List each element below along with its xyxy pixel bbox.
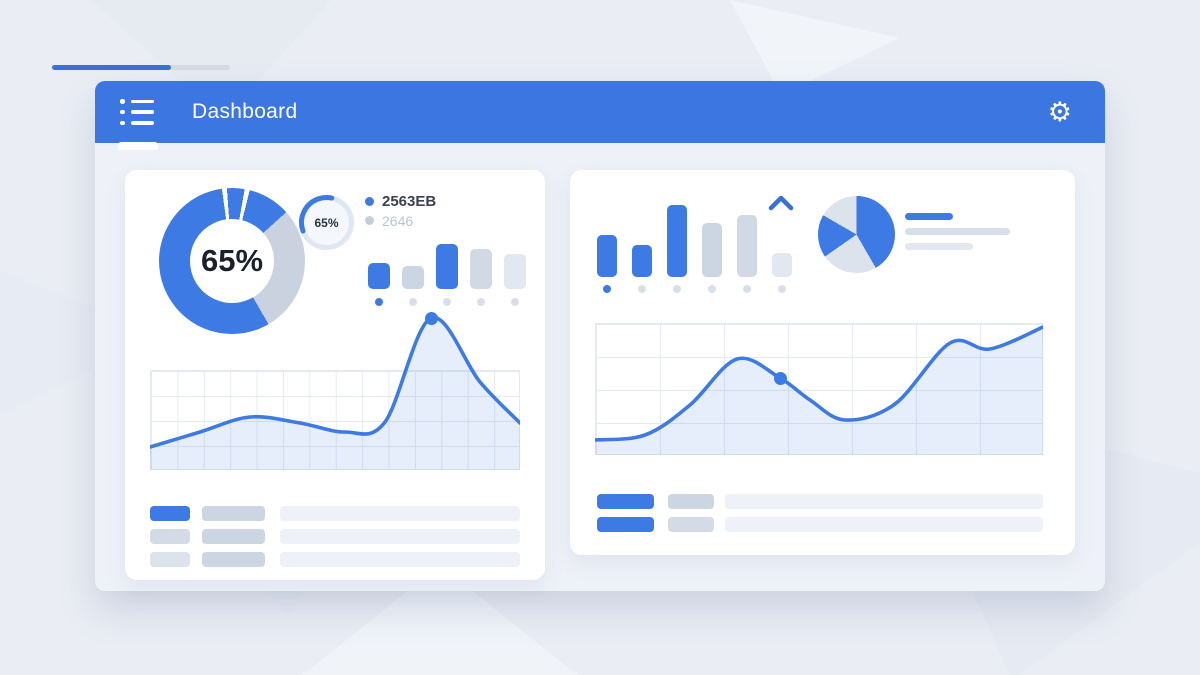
bar xyxy=(737,215,757,277)
skeleton-line xyxy=(905,213,953,220)
gear-icon[interactable]: ⚙ xyxy=(1047,96,1072,127)
bar-column xyxy=(470,243,492,306)
skeleton-row-list xyxy=(597,494,1043,540)
skeleton-row xyxy=(597,494,1043,509)
bar-column xyxy=(737,205,757,293)
bar xyxy=(436,244,458,289)
menu-icon-row xyxy=(120,109,158,115)
mini-bar-chart xyxy=(368,243,526,306)
bar-dot xyxy=(638,285,646,293)
bar-dot xyxy=(375,298,383,306)
skeleton-pill xyxy=(202,529,265,544)
bar xyxy=(368,263,390,289)
bar xyxy=(597,235,617,277)
bar-column xyxy=(597,205,617,293)
bar xyxy=(772,253,792,277)
legend-label: 2646 xyxy=(382,212,414,229)
legend-dot-gray xyxy=(365,216,374,225)
bar-column xyxy=(504,243,526,306)
bar-column xyxy=(368,243,390,306)
bar-column xyxy=(667,205,687,293)
donut-chart: 65% xyxy=(159,188,305,334)
bar-column xyxy=(402,243,424,306)
bar xyxy=(632,245,652,277)
skeleton-pill xyxy=(280,529,520,544)
dashboard-window: Dashboard ⚙ 65% 65% 2563EB 2646 xyxy=(95,81,1105,591)
skeleton-pill xyxy=(150,506,190,521)
skeleton-row-list xyxy=(150,506,520,575)
skeleton-pill xyxy=(280,552,520,567)
chart-grid xyxy=(150,370,520,470)
app-header: Dashboard ⚙ xyxy=(95,81,1105,143)
bar-column xyxy=(702,205,722,293)
bar-dot xyxy=(743,285,751,293)
skeleton-pill xyxy=(597,517,654,532)
skeleton-pill xyxy=(202,552,265,567)
skeleton-row xyxy=(150,529,520,544)
legend-dot-blue xyxy=(365,197,374,206)
bar-column xyxy=(436,243,458,306)
page-title: Dashboard xyxy=(192,100,298,123)
area-line-chart xyxy=(595,318,1043,463)
skeleton-pill xyxy=(597,494,654,509)
chart-grid xyxy=(595,323,1043,455)
skeleton-pill xyxy=(150,552,190,567)
ring-svg xyxy=(299,195,354,250)
skeleton-pill xyxy=(668,494,714,509)
bar xyxy=(504,254,526,289)
top-progress-bar xyxy=(52,65,230,70)
skeleton-pill xyxy=(150,529,190,544)
menu-icon-row xyxy=(120,99,158,104)
skeleton-line xyxy=(905,243,973,250)
right-analytics-card xyxy=(570,170,1075,555)
ring-label: 65% xyxy=(314,215,339,230)
caret-up-icon[interactable] xyxy=(768,195,794,211)
bar-dot xyxy=(443,298,451,306)
bar-dot xyxy=(778,285,786,293)
bar-dot xyxy=(409,298,417,306)
top-progress-fill xyxy=(52,65,172,70)
skeleton-pill xyxy=(725,494,1043,509)
progress-ring: 65% xyxy=(298,194,355,251)
bar-dot xyxy=(477,298,485,306)
skeleton-pill xyxy=(725,517,1043,532)
donut-center-label: 65% xyxy=(190,219,274,303)
bar-column xyxy=(632,205,652,293)
line-chart-svg xyxy=(595,325,1043,455)
bar xyxy=(402,266,424,289)
line-marker-dot xyxy=(424,311,438,325)
bar-dot xyxy=(511,298,519,306)
line-marker-dot xyxy=(773,371,787,385)
bar xyxy=(470,249,492,289)
skeleton-pill xyxy=(202,506,265,521)
bar xyxy=(667,205,687,277)
bar-dot xyxy=(673,285,681,293)
legend-item: 2563EB xyxy=(365,192,436,211)
skeleton-line xyxy=(905,228,1010,235)
bar xyxy=(702,223,722,277)
skeleton-pill xyxy=(280,506,520,521)
bar-column xyxy=(772,205,792,293)
bar-dot xyxy=(603,285,611,293)
skeleton-pill xyxy=(668,517,714,532)
area-line-chart xyxy=(150,310,520,470)
pie-chart xyxy=(818,196,895,273)
skeleton-text-lines xyxy=(905,213,1015,258)
menu-icon-row xyxy=(120,120,158,125)
active-tab-indicator xyxy=(118,142,158,150)
left-analytics-card: 65% 65% 2563EB 2646 xyxy=(125,170,545,580)
line-chart-svg xyxy=(150,315,520,470)
bar-chart xyxy=(597,205,792,293)
legend-label: 2563EB xyxy=(382,193,437,210)
skeleton-row xyxy=(150,552,520,567)
skeleton-row xyxy=(597,517,1043,532)
bar-dot xyxy=(708,285,716,293)
menu-icon[interactable] xyxy=(120,97,158,127)
skeleton-row xyxy=(150,506,520,521)
legend-item: 2646 xyxy=(365,211,436,230)
chart-legend: 2563EB 2646 xyxy=(365,192,436,230)
